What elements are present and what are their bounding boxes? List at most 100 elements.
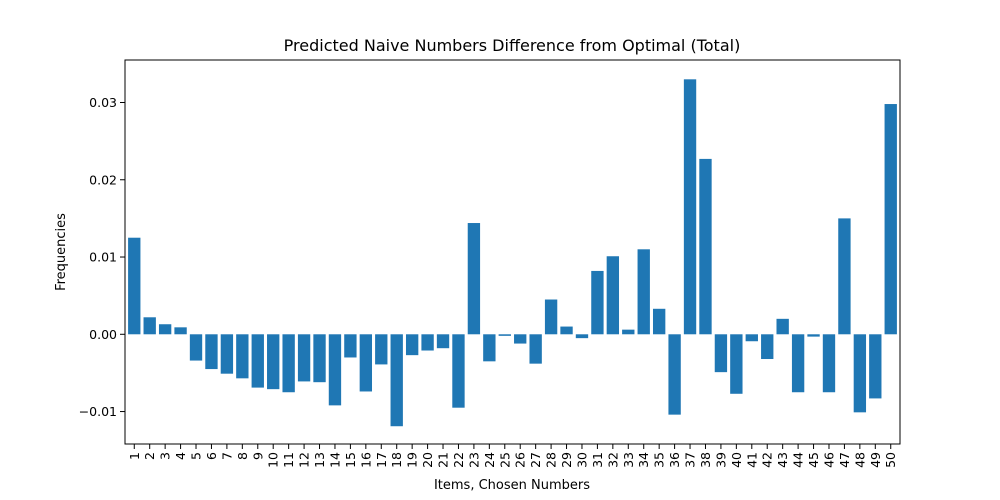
bar-28 — [544, 299, 558, 335]
bar-22 — [452, 334, 465, 408]
y-tick-label: −0.01 — [79, 404, 117, 419]
bar-25 — [498, 334, 511, 336]
bar-6 — [205, 334, 218, 370]
x-tick-label: 20 — [420, 452, 435, 468]
x-tick-label: 43 — [775, 452, 790, 468]
x-tick-label: 31 — [590, 452, 605, 468]
x-tick-label: 29 — [559, 452, 574, 468]
x-tick-label: 13 — [312, 452, 327, 468]
x-tick-label: 35 — [652, 452, 667, 468]
bar-8 — [236, 334, 249, 379]
bar-11 — [282, 334, 295, 393]
x-tick-label: 28 — [544, 452, 559, 468]
bar-48 — [853, 334, 867, 413]
x-tick-label: 49 — [868, 452, 883, 468]
y-axis-label: Frequencies — [54, 213, 69, 291]
x-tick-label: 41 — [744, 452, 759, 468]
bar-31 — [591, 270, 604, 335]
chart-title: Predicted Naive Numbers Difference from … — [284, 36, 741, 55]
bar-36 — [668, 334, 681, 415]
bar-29 — [560, 326, 573, 335]
x-tick-label: 25 — [497, 452, 512, 468]
x-tick-label: 14 — [327, 452, 342, 468]
x-tick-label: 18 — [389, 452, 404, 468]
bar-17 — [375, 334, 388, 365]
bar-21 — [436, 334, 450, 349]
x-tick-label: 26 — [513, 452, 528, 468]
x-tick-label: 45 — [806, 452, 821, 468]
x-axis-label: Items, Chosen Numbers — [434, 478, 590, 493]
y-tick-label: 0.02 — [89, 172, 117, 187]
x-tick-label: 48 — [852, 452, 867, 468]
x-tick-label: 27 — [528, 452, 543, 468]
bar-7 — [220, 334, 234, 374]
x-tick-label: 39 — [713, 452, 728, 468]
x-tick-label: 36 — [667, 452, 682, 468]
x-tick-label: 12 — [297, 452, 312, 468]
bar-24 — [483, 334, 496, 362]
x-tick-label: 44 — [791, 452, 806, 468]
x-tick-label: 19 — [405, 452, 420, 468]
bar-38 — [699, 158, 712, 335]
bar-2 — [143, 317, 156, 335]
bar-47 — [838, 218, 851, 335]
x-tick-label: 21 — [436, 452, 451, 468]
bar-1 — [128, 237, 141, 335]
bar-45 — [807, 334, 820, 337]
y-tick-label: 0.01 — [89, 250, 117, 265]
x-tick-label: 30 — [574, 452, 589, 468]
bar-18 — [390, 334, 403, 427]
bar-9 — [251, 334, 264, 388]
x-tick-label: 7 — [219, 452, 234, 460]
bar-42 — [761, 334, 774, 360]
x-tick-label: 42 — [760, 452, 775, 468]
x-tick-label: 46 — [821, 452, 836, 468]
bar-49 — [869, 334, 882, 399]
x-tick-label: 34 — [636, 452, 651, 468]
y-tick-label: 0.00 — [89, 327, 117, 342]
bar-35 — [652, 308, 666, 335]
bar-15 — [344, 334, 357, 358]
bar-32 — [606, 256, 620, 335]
x-tick-label: 23 — [466, 452, 481, 468]
bar-30 — [575, 334, 589, 339]
x-tick-label: 11 — [281, 452, 296, 468]
x-tick-label: 16 — [358, 452, 373, 468]
x-tick-label: 4 — [173, 452, 188, 460]
x-tick-label: 5 — [189, 452, 204, 460]
bar-39 — [714, 334, 728, 373]
bar-20 — [421, 334, 434, 351]
bar-5 — [189, 334, 203, 361]
x-tick-label: 32 — [605, 452, 620, 468]
bar-40 — [730, 334, 743, 394]
bar-50 — [884, 104, 897, 335]
bar-46 — [822, 334, 836, 393]
y-axis-ticks: −0.01 0.00 0.01 0.02 0.03 — [79, 95, 125, 419]
bar-37 — [683, 79, 697, 335]
x-tick-label: 40 — [729, 452, 744, 468]
x-tick-label: 2 — [142, 452, 157, 460]
x-tick-label: 50 — [883, 452, 898, 468]
x-tick-label: 24 — [482, 452, 497, 468]
bar-10 — [267, 334, 280, 390]
x-tick-label: 17 — [374, 452, 389, 468]
bar-12 — [297, 334, 311, 382]
x-tick-label: 47 — [837, 452, 852, 468]
bar-44 — [791, 334, 805, 393]
bar-14 — [328, 334, 342, 406]
x-tick-label: 1 — [127, 452, 142, 460]
bars-group — [128, 79, 897, 427]
bar-13 — [313, 334, 326, 383]
bar-16 — [359, 334, 373, 392]
bar-43 — [776, 318, 789, 335]
bar-26 — [514, 334, 527, 344]
x-tick-label: 33 — [621, 452, 636, 468]
bar-33 — [622, 329, 635, 335]
x-axis-ticks: 1 2 3 4 5 6 7 8 9 10 11 12 13 14 15 16 17 18 19 20 21 22 23 24 2… — [127, 444, 898, 468]
x-tick-label: 15 — [343, 452, 358, 468]
x-tick-label: 37 — [683, 452, 698, 468]
x-tick-label: 22 — [451, 452, 466, 468]
bar-34 — [637, 249, 650, 335]
y-tick-label: 0.03 — [89, 95, 117, 110]
